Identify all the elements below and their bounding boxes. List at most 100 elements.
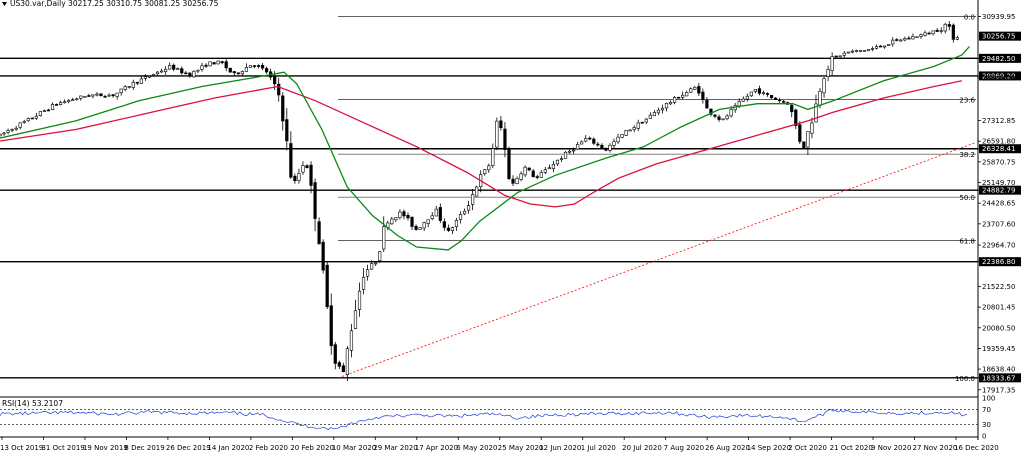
candle-body	[26, 118, 30, 122]
candle-body	[576, 143, 580, 150]
candle-body	[693, 86, 697, 90]
candle-body	[798, 124, 802, 142]
candle-body	[806, 131, 810, 148]
candle-body	[273, 76, 277, 85]
level-price-tag	[979, 71, 1021, 81]
candle-body	[236, 72, 240, 75]
candle-body	[422, 222, 426, 229]
candle-body	[814, 103, 818, 123]
y-tick-label: 28803.49	[982, 74, 1015, 82]
candle-body	[345, 348, 349, 375]
candle-body	[563, 151, 568, 159]
y-tick-label: 18638.40	[982, 366, 1015, 374]
candle-body	[325, 264, 329, 308]
candle-body	[677, 96, 681, 99]
candle-body	[168, 65, 172, 70]
candle-body	[681, 94, 685, 98]
candle-body	[749, 91, 753, 97]
y-tick-label: 28869.20	[982, 72, 1015, 80]
candle-body	[438, 207, 442, 221]
candle-body	[943, 23, 947, 32]
candle-body	[10, 129, 14, 131]
y-tick-label: 18333.67	[982, 374, 1015, 382]
candle-body	[357, 290, 362, 310]
rsi-tick-label: 70	[982, 406, 991, 414]
x-tick-label: 19 Nov 2019	[83, 444, 128, 452]
candle-body	[50, 103, 55, 110]
candle-body	[701, 91, 705, 100]
fib-label: 50.0	[959, 194, 975, 202]
dropdown-arrow-icon[interactable]	[2, 2, 7, 6]
candle-body	[406, 215, 410, 219]
candle-body	[103, 96, 107, 98]
candle-body	[519, 173, 523, 180]
candle-body	[846, 51, 850, 54]
candle-body	[394, 217, 398, 221]
candle-body	[935, 29, 939, 32]
candle-body	[927, 32, 931, 35]
candle-body	[111, 94, 115, 97]
candle-body	[664, 102, 669, 109]
x-tick-label: 8 Dec 2019	[124, 444, 164, 452]
candle-body	[628, 129, 632, 132]
candle-body	[539, 172, 543, 178]
candle-body	[107, 94, 111, 97]
candle-body	[818, 90, 822, 106]
candle-body	[616, 136, 620, 143]
slow-moving-average	[0, 80, 963, 208]
candle-body	[418, 227, 422, 230]
last-price-tag	[979, 31, 1021, 41]
rsi-pane: 100 70 30 0	[0, 395, 995, 441]
candle-body	[600, 144, 604, 149]
candle-body	[18, 122, 22, 128]
candle-body	[123, 86, 127, 90]
candle-body	[135, 81, 139, 84]
candle-body	[159, 70, 164, 73]
candle-body	[499, 120, 503, 129]
candle-body	[42, 110, 47, 112]
candle-body	[341, 365, 345, 373]
candle-body	[260, 64, 265, 69]
x-tick-label: 6 May 2020	[456, 444, 497, 452]
rsi-tick-label: 0	[982, 433, 986, 441]
candle-body	[131, 81, 135, 88]
candle-body	[119, 88, 123, 94]
candle-body	[632, 127, 636, 130]
candle-body	[252, 65, 257, 67]
candle-body	[644, 118, 648, 123]
candle-body	[761, 92, 766, 94]
candle-body	[127, 86, 131, 88]
candle-body	[725, 115, 729, 120]
candle-body	[511, 178, 515, 184]
candle-body	[765, 93, 770, 95]
candle-body	[911, 36, 915, 40]
candle-body	[527, 167, 531, 171]
candle-body	[866, 49, 871, 52]
candle-body	[176, 68, 180, 70]
candle-body	[91, 94, 95, 97]
candle-body	[192, 71, 196, 78]
candle-body	[745, 95, 749, 100]
candle-body	[321, 241, 325, 271]
candle-body	[907, 37, 911, 40]
candle-body	[285, 119, 289, 142]
y-tick-label: 19359.45	[982, 345, 1015, 353]
level-price-tag	[979, 373, 1021, 383]
candle-body	[810, 122, 814, 134]
candle-body	[503, 128, 507, 150]
candle-body	[858, 50, 863, 52]
candle-body	[430, 215, 434, 219]
price-pane	[0, 0, 979, 440]
y-tick-label: 30939.95	[982, 13, 1015, 21]
candle-body	[434, 208, 438, 217]
x-tick-label: 21 Oct 2020	[830, 444, 873, 452]
candle-body	[353, 310, 358, 329]
candle-body	[685, 92, 689, 97]
candle-body	[874, 46, 879, 49]
candle-body	[0, 133, 2, 137]
candle-body	[802, 141, 806, 148]
x-tick-label: 14 Sep 2020	[747, 444, 791, 452]
candle-body	[139, 78, 143, 84]
